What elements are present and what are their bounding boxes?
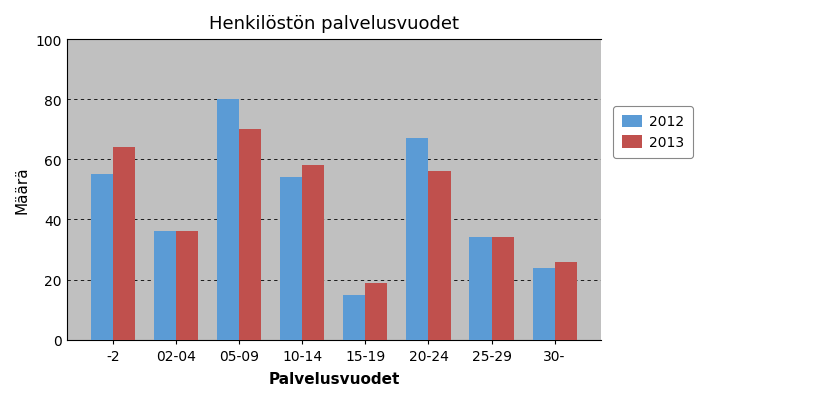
Bar <box>406 139 429 340</box>
Bar <box>365 283 388 340</box>
Bar <box>91 175 113 340</box>
Legend: 2012, 2013: 2012, 2013 <box>613 107 693 158</box>
Bar <box>239 130 261 340</box>
Title: Henkilöstön palvelusvuodet: Henkilöstön palvelusvuodet <box>208 15 459 33</box>
Y-axis label: Määrä: Määrä <box>15 166 30 214</box>
Bar <box>429 172 450 340</box>
Bar <box>344 295 365 340</box>
Bar <box>470 238 491 340</box>
Bar <box>176 232 198 340</box>
Bar <box>555 262 576 340</box>
Bar <box>491 238 514 340</box>
Bar <box>303 166 324 340</box>
Bar <box>217 100 239 340</box>
Bar <box>154 232 176 340</box>
Bar <box>280 178 303 340</box>
X-axis label: Palvelusvuodet: Palvelusvuodet <box>269 371 399 386</box>
Bar <box>532 268 555 340</box>
Bar <box>113 148 135 340</box>
